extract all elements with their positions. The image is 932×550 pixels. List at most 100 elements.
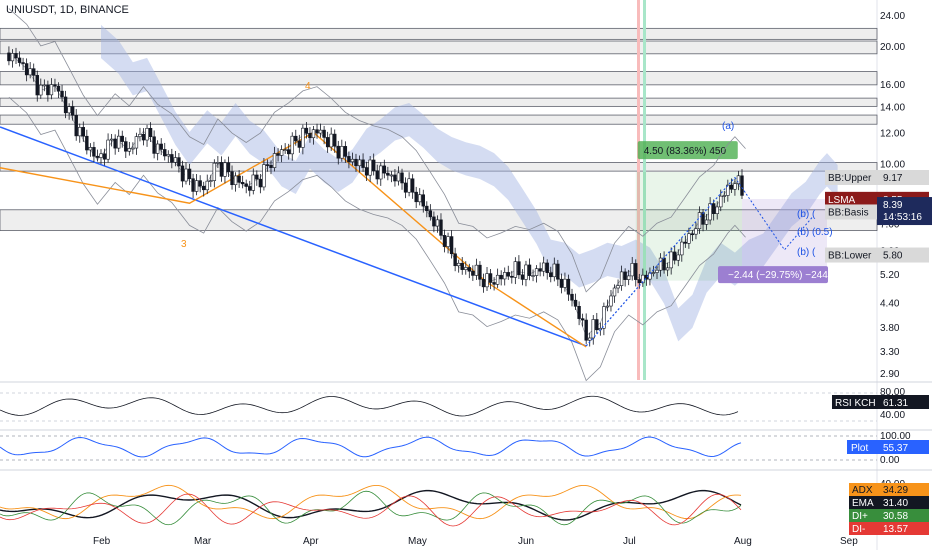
measure-down-label-bg	[718, 266, 828, 284]
candle-body	[368, 159, 372, 176]
di-minus-line	[0, 493, 742, 527]
candle-body	[584, 319, 588, 341]
candle-body	[251, 174, 255, 191]
price-tick-11: 3.80	[880, 323, 900, 334]
candle-body	[506, 272, 510, 277]
plot-label-bg	[847, 440, 877, 454]
candle-body	[194, 180, 199, 192]
candle-body	[662, 257, 666, 271]
candle-body	[304, 127, 309, 134]
candle-body	[198, 180, 202, 187]
candle-body	[113, 138, 117, 149]
candle-body	[527, 264, 532, 276]
candle-body	[131, 147, 135, 150]
candle-body	[311, 129, 316, 139]
time-tick-6: Aug	[734, 536, 752, 547]
price-tick-4: 12.00	[880, 128, 905, 139]
vline-green	[643, 0, 646, 380]
candle-body	[191, 178, 195, 192]
candle-body	[591, 319, 595, 339]
candle-body	[524, 264, 528, 280]
candle-body	[471, 270, 475, 276]
wave-label-b3: (b) (	[797, 247, 816, 258]
candle-body	[163, 149, 167, 157]
candle-body	[240, 182, 245, 185]
adx-label-0: ADX	[852, 485, 873, 496]
adx-label-bg-0	[849, 483, 877, 496]
candle-body	[673, 251, 677, 261]
candle-body	[88, 147, 93, 151]
rsi-value-bg	[877, 395, 929, 409]
time-tick-5: Jul	[623, 536, 636, 547]
candle-body	[166, 154, 170, 157]
candle-body	[386, 172, 390, 176]
candle-body	[563, 278, 567, 288]
candle-body	[403, 182, 408, 193]
chart-title: UNIUSDT, 1D, BINANCE	[6, 4, 129, 16]
candle-body	[272, 153, 277, 168]
candle-body	[379, 165, 383, 180]
candle-body	[216, 162, 220, 164]
candle-body	[510, 275, 514, 278]
candle-body	[609, 295, 613, 307]
candle-body	[42, 84, 47, 87]
trendline-down	[0, 126, 587, 347]
candle-body	[336, 145, 340, 159]
candle-body	[364, 167, 369, 176]
candle-body	[78, 127, 82, 137]
wave-label-a: (a)	[722, 121, 734, 132]
candle-body	[63, 96, 68, 114]
price-tick-9: 5.20	[880, 270, 900, 281]
candle-body	[697, 212, 702, 230]
candle-body	[276, 153, 280, 156]
sr-zone-4	[0, 114, 878, 125]
candle-body	[7, 52, 11, 62]
candle-body	[410, 178, 415, 193]
time-tick-4: Jun	[518, 536, 534, 547]
bb-upper-line	[8, 8, 746, 293]
rsi-label-bg	[832, 395, 877, 409]
sr-zone-0	[0, 27, 878, 40]
di-plus-line	[0, 490, 742, 526]
sr-zone-5	[0, 162, 878, 172]
candle-body	[488, 273, 493, 283]
candle-body	[315, 129, 319, 134]
candle-body	[446, 236, 450, 247]
candle-body	[248, 186, 252, 191]
candle-body	[223, 162, 227, 177]
price-tick-10: 4.40	[880, 298, 900, 309]
candle-body	[641, 274, 645, 284]
candle-body	[184, 168, 188, 182]
candle-body	[439, 219, 443, 236]
time-tick-1: Mar	[194, 536, 212, 547]
candle-body	[464, 267, 468, 270]
sr-zone-3	[0, 97, 878, 107]
candle-body	[70, 106, 75, 116]
plot-value: 55.37	[883, 443, 908, 454]
price-tick-12: 3.30	[880, 347, 900, 358]
candle-body	[354, 158, 358, 167]
candle-body	[85, 135, 89, 151]
candle-body	[17, 57, 22, 63]
candle-body	[549, 272, 553, 278]
candle-body	[637, 279, 641, 284]
candle-body	[46, 84, 50, 96]
candle-body	[687, 233, 691, 244]
candle-body	[290, 135, 294, 155]
candle-body	[726, 184, 730, 196]
candle-body	[205, 180, 209, 191]
candle-body	[715, 206, 719, 214]
candle-body	[513, 261, 518, 278]
measure-down-label: −2.44 (−29.75%) −244	[728, 270, 828, 281]
candle-body	[478, 264, 482, 280]
candle-body	[651, 272, 656, 274]
candle-body	[226, 162, 231, 173]
ind-label-bg-0	[825, 169, 877, 185]
rsi-label: RSI KCH	[835, 398, 876, 409]
adx-label-bg-2	[849, 509, 877, 522]
wave-label-3: 3	[181, 239, 187, 250]
candle-body	[517, 261, 521, 276]
candle-body	[449, 236, 454, 255]
candle-body	[322, 129, 326, 138]
